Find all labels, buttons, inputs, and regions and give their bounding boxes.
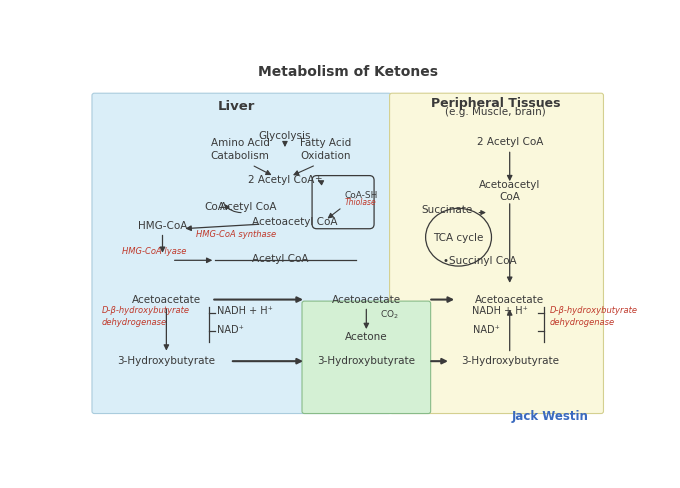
- Text: Acetoacetate: Acetoacetate: [475, 295, 544, 305]
- Text: Amino Acid
Catabolism: Amino Acid Catabolism: [211, 138, 269, 161]
- Text: 3-Hydroxybutyrate: 3-Hydroxybutyrate: [118, 356, 216, 366]
- Text: CoA: CoA: [205, 202, 226, 212]
- Text: (e.g. Muscle, brain): (e.g. Muscle, brain): [445, 107, 546, 118]
- Text: Acetoacetyl
CoA: Acetoacetyl CoA: [479, 180, 541, 202]
- Text: 2 Acetyl CoA: 2 Acetyl CoA: [477, 137, 543, 147]
- Text: 3-Hydroxybutyrate: 3-Hydroxybutyrate: [318, 356, 415, 366]
- Text: Acetoacetate: Acetoacetate: [132, 295, 201, 305]
- Text: Acetoacetate: Acetoacetate: [332, 295, 401, 305]
- Text: HMG-CoA: HMG-CoA: [138, 221, 187, 231]
- Text: NADH + H⁺: NADH + H⁺: [473, 306, 528, 316]
- Text: CoA-SH: CoA-SH: [345, 191, 378, 200]
- Text: Peripheral Tissues: Peripheral Tissues: [431, 97, 560, 110]
- Text: 2 Acetyl CoA: 2 Acetyl CoA: [248, 175, 314, 185]
- Text: HMG-CoA lyase: HMG-CoA lyase: [122, 246, 186, 256]
- Text: Acetyl CoA: Acetyl CoA: [252, 254, 308, 264]
- Text: •Succinyl CoA: •Succinyl CoA: [443, 256, 517, 266]
- Text: Liver: Liver: [218, 100, 256, 113]
- Text: Acetone: Acetone: [345, 332, 388, 342]
- FancyBboxPatch shape: [92, 93, 391, 413]
- Text: TCA cycle: TCA cycle: [433, 233, 483, 243]
- Text: 3-Hydroxybutyrate: 3-Hydroxybutyrate: [461, 356, 559, 366]
- Text: Acetoacetyl CoA: Acetoacetyl CoA: [252, 217, 337, 227]
- Text: Fatty Acid
Oxidation: Fatty Acid Oxidation: [300, 138, 351, 161]
- Text: NAD⁺: NAD⁺: [217, 325, 243, 335]
- Text: HMG-CoA synthase: HMG-CoA synthase: [196, 230, 276, 239]
- Text: NAD⁺: NAD⁺: [473, 325, 499, 335]
- Text: D-β-hydroxybutyrate
dehydrogenase: D-β-hydroxybutyrate dehydrogenase: [102, 306, 190, 326]
- Text: Jack Westin: Jack Westin: [512, 410, 589, 423]
- Text: $\mathregular{CO_2}$: $\mathregular{CO_2}$: [379, 309, 398, 321]
- Text: Succinate: Succinate: [422, 205, 473, 215]
- Text: Acetyl CoA: Acetyl CoA: [220, 202, 276, 212]
- FancyBboxPatch shape: [302, 301, 430, 413]
- FancyBboxPatch shape: [390, 93, 603, 413]
- Text: NADH + H⁺: NADH + H⁺: [217, 306, 273, 316]
- Text: Glycolysis: Glycolysis: [258, 131, 311, 141]
- Text: Thiolase: Thiolase: [345, 198, 376, 207]
- Text: D-β-hydroxybutyrate
dehydrogenase: D-β-hydroxybutyrate dehydrogenase: [550, 306, 638, 326]
- Text: +: +: [313, 174, 321, 183]
- Text: Metabolism of Ketones: Metabolism of Ketones: [258, 65, 439, 80]
